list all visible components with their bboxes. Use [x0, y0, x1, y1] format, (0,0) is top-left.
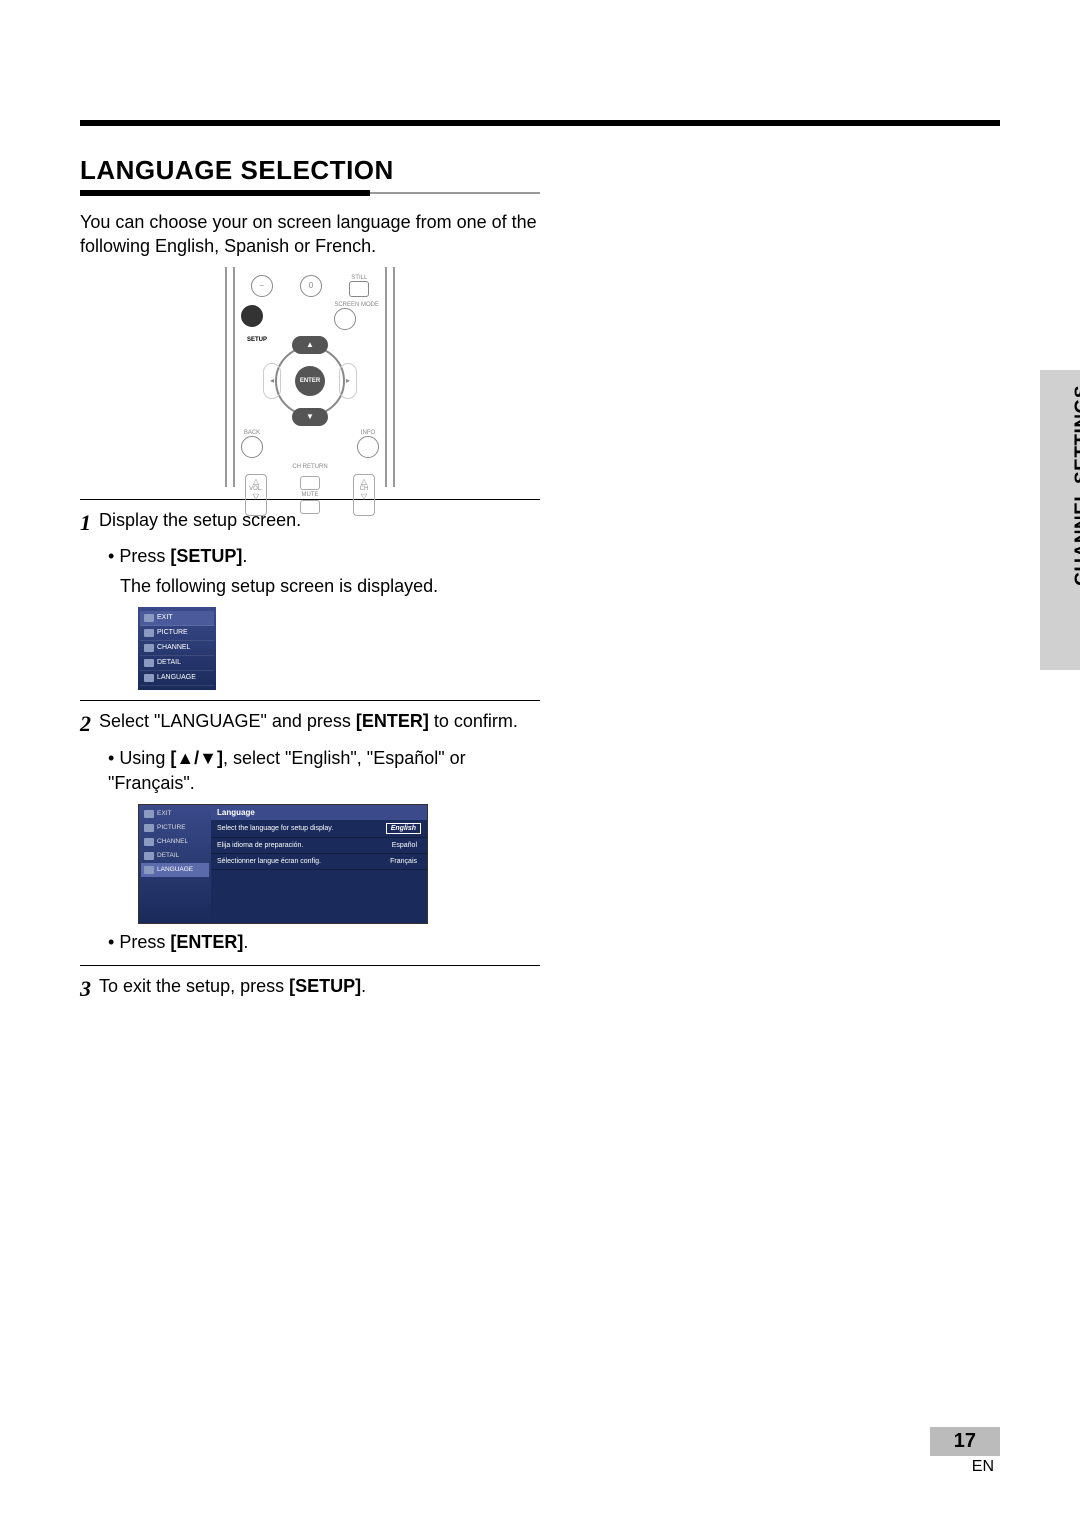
- menu2-channel: CHANNEL: [141, 835, 209, 849]
- menu2-row-english: Select the language for setup display. E…: [211, 820, 427, 838]
- channel-icon: [144, 644, 154, 652]
- menu2-header: Language: [211, 805, 427, 820]
- step-1-num: 1: [80, 508, 91, 539]
- ch-return-button: [300, 476, 320, 490]
- channel-icon: [144, 838, 154, 846]
- menu2-exit: EXIT: [141, 807, 209, 821]
- arrow-up-icon: ▲: [292, 336, 328, 354]
- menu2-opt-francais: Français: [386, 857, 421, 866]
- arrow-down-icon: ▼: [292, 408, 328, 426]
- top-rule: [80, 120, 1000, 126]
- menu1-channel: CHANNEL: [140, 641, 214, 656]
- menu2-row-label: Sélectionner langue écran config.: [217, 858, 321, 865]
- menu1-picture: PICTURE: [140, 626, 214, 641]
- page-number: 17: [930, 1427, 1000, 1456]
- menu1-exit: EXIT: [140, 611, 214, 626]
- menu2-picture: PICTURE: [141, 821, 209, 835]
- menu2-left-col: EXIT PICTURE CHANNEL DETAIL LANGUAGE: [139, 805, 211, 923]
- side-tab-label: CHANNEL SETTINGS: [1072, 385, 1080, 586]
- zero-button: 0: [300, 275, 322, 297]
- menu1-detail: DETAIL: [140, 656, 214, 671]
- picture-icon: [144, 629, 154, 637]
- menu2-detail: DETAIL: [141, 849, 209, 863]
- menu2-right-col: Language Select the language for setup d…: [211, 805, 427, 923]
- setup-button: [241, 305, 263, 327]
- step-3-text: To exit the setup, press [SETUP].: [99, 974, 366, 1005]
- still-label: STILL: [349, 275, 369, 281]
- back-button: [241, 436, 263, 458]
- mute-group: MUTE: [300, 474, 320, 516]
- page-lang-code: EN: [930, 1458, 994, 1476]
- info-button: [357, 436, 379, 458]
- arrow-right-icon: ▸: [339, 363, 357, 399]
- language-icon: [144, 674, 154, 682]
- menu2-row-label: Select the language for setup display.: [217, 825, 333, 832]
- setup-menu-screenshot-2: EXIT PICTURE CHANNEL DETAIL LANGUAGE Lan…: [138, 804, 428, 924]
- main-content: LANGUAGE SELECTION You can choose your o…: [80, 155, 540, 1011]
- vol-rocker: VOL.: [245, 474, 267, 516]
- setup-menu-screenshot-1: EXIT PICTURE CHANNEL DETAIL LANGUAGE: [138, 607, 216, 690]
- mute-button: [300, 500, 320, 514]
- info-label: INFO: [357, 430, 379, 436]
- step-2-num: 2: [80, 709, 91, 740]
- arrow-left-icon: ◂: [263, 363, 281, 399]
- step-2: 2 Select "LANGUAGE" and press [ENTER] to…: [80, 709, 540, 740]
- screen-mode-button: [334, 308, 356, 330]
- still-button: [349, 281, 369, 297]
- step-2-bullet-a: • Using [▲/▼], select "English", "Españo…: [80, 746, 540, 796]
- mute-label: MUTE: [300, 492, 320, 498]
- detail-icon: [144, 659, 154, 667]
- step-2-bullet-b: • Press [ENTER].: [80, 930, 540, 955]
- divider: [80, 700, 540, 701]
- step-2-text: Select "LANGUAGE" and press [ENTER] to c…: [99, 709, 518, 740]
- exit-icon: [144, 810, 154, 818]
- screen-mode-label: SCREEN MODE: [334, 303, 379, 308]
- dpad: ENTER ▲ ▼ ◂ ▸: [255, 336, 365, 426]
- enter-button: ENTER: [295, 366, 325, 396]
- menu2-row-label: Elija idioma de preparación.: [217, 842, 303, 849]
- intro-text: You can choose your on screen language f…: [80, 210, 540, 259]
- step-1-bullet-a: • Press [SETUP].: [80, 544, 540, 569]
- language-icon: [144, 866, 154, 874]
- minus-button: −: [251, 275, 273, 297]
- step-3-num: 3: [80, 974, 91, 1005]
- step-1-bullet-b: The following setup screen is displayed.: [80, 574, 540, 599]
- menu2-language: LANGUAGE: [141, 863, 209, 877]
- picture-icon: [144, 824, 154, 832]
- step-3: 3 To exit the setup, press [SETUP].: [80, 974, 540, 1005]
- menu2-opt-english: English: [386, 823, 421, 834]
- section-title: LANGUAGE SELECTION: [80, 155, 540, 186]
- dpad-ring: ENTER: [275, 346, 345, 416]
- divider: [80, 965, 540, 966]
- detail-icon: [144, 852, 154, 860]
- ch-return-label: CH RETURN: [237, 464, 383, 470]
- menu2-row-espanol: Elija idioma de preparación. Español: [211, 838, 427, 854]
- ch-rocker: CH: [353, 474, 375, 516]
- page-footer: 17 EN: [930, 1427, 1000, 1476]
- menu1-language: LANGUAGE: [140, 671, 214, 686]
- title-underline: [80, 190, 540, 196]
- back-label: BACK: [241, 430, 263, 436]
- menu2-row-francais: Sélectionner langue écran config. França…: [211, 854, 427, 870]
- exit-icon: [144, 614, 154, 622]
- menu2-opt-espanol: Español: [388, 841, 421, 850]
- remote-diagram: − 0 STILL SETUP SCREEN MODE ENTER ▲ ▼ ◂: [225, 267, 395, 487]
